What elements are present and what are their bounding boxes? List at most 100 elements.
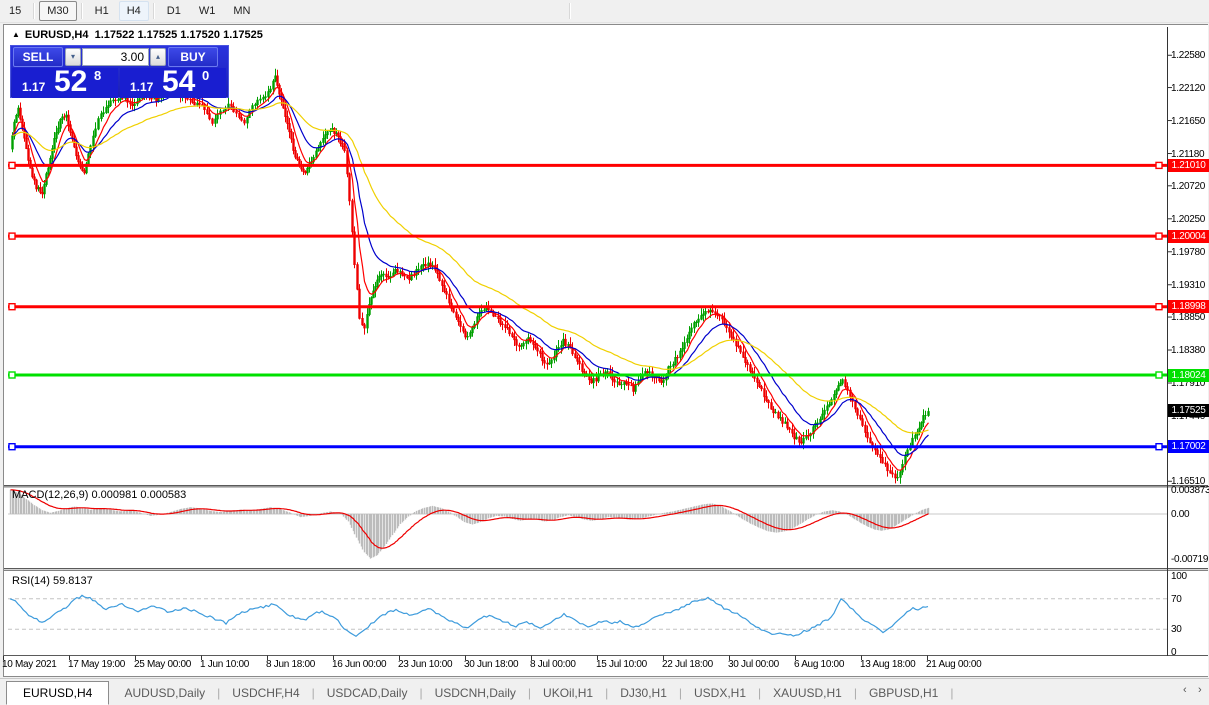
x-axis-label: 15 Jul 10:00 bbox=[596, 659, 647, 670]
chart-tab-ukoil[interactable]: UKOil,H1 bbox=[543, 685, 594, 700]
line-handle[interactable] bbox=[8, 303, 16, 311]
timeframe-button-h1[interactable]: H1 bbox=[94, 5, 109, 17]
timeframe-button-15[interactable]: 15 bbox=[9, 5, 22, 17]
tab-separator: | bbox=[950, 685, 954, 700]
tab-separator: | bbox=[217, 685, 221, 700]
chart-tab-usdchf[interactable]: USDCHF,H4 bbox=[232, 685, 300, 700]
timeframe-button-w1[interactable]: W1 bbox=[198, 5, 216, 17]
price-tick-label: 1.19310 bbox=[1171, 279, 1206, 291]
chart-tab-xauusd[interactable]: XAUUSD,H1 bbox=[773, 685, 842, 700]
price-tick-label: 1.16510 bbox=[1171, 476, 1206, 488]
x-axis-label: 13 Aug 18:00 bbox=[860, 659, 916, 670]
x-axis-label: 6 Aug 10:00 bbox=[794, 659, 845, 670]
hline-price-badge: 1.17002 bbox=[1168, 440, 1209, 454]
price-tick-label: 1.21180 bbox=[1171, 148, 1205, 160]
hline-price-badge: 1.18024 bbox=[1168, 368, 1209, 382]
line-handle[interactable] bbox=[1155, 303, 1163, 311]
price-tick-label: 1.22580 bbox=[1171, 50, 1206, 62]
candles-layer bbox=[11, 68, 930, 484]
price-tick-label: 1.18380 bbox=[1171, 345, 1206, 357]
tab-separator: | bbox=[527, 685, 532, 700]
x-axis-label: 8 Jun 18:00 bbox=[266, 659, 315, 670]
chart-tab-usdcad[interactable]: USDCAD,Daily bbox=[326, 685, 408, 700]
ma-fast-line bbox=[11, 86, 929, 471]
hline-price-badge: 1.20004 bbox=[1168, 229, 1209, 243]
current-price-badge: 1.17525 bbox=[1168, 403, 1209, 417]
timeframe-toolbar: 15 M30 H1 H4 D1 W1 MN bbox=[0, 0, 1209, 23]
rsi-axis-label: 30 bbox=[1171, 624, 1182, 636]
sell-price-big: 52 bbox=[54, 65, 88, 98]
x-axis-label: 25 May 00:00 bbox=[134, 659, 191, 670]
trade-panel-row: SELL ▾ ▴ BUY bbox=[11, 46, 228, 68]
toolbar-separator bbox=[33, 3, 36, 19]
x-axis-label: 8 Jul 00:00 bbox=[530, 659, 576, 670]
price-tick-label: 1.20250 bbox=[1171, 213, 1206, 225]
horizontal-lines-layer[interactable] bbox=[8, 161, 1167, 451]
line-handle[interactable] bbox=[8, 443, 16, 451]
macd-label: MACD(12,26,9) 0.000981 0.000583 bbox=[12, 489, 187, 501]
macd-axis-label: 0.00 bbox=[1171, 509, 1190, 520]
toolbar-separator bbox=[80, 3, 83, 19]
hline-price-badge: 1.21010 bbox=[1168, 158, 1209, 172]
x-axis-label: 23 Jun 10:00 bbox=[398, 659, 453, 670]
rsi-axis-label: 100 bbox=[1171, 571, 1187, 582]
volume-up-button[interactable]: ▴ bbox=[150, 48, 166, 66]
macd-axis-label: -0.00719 bbox=[1171, 553, 1209, 565]
chart-tab-bar: EURUSD,H4 | AUDUSD,Daily | USDCHF,H4 | USDCAD,… bbox=[0, 678, 1209, 705]
chart-tab-eurusd[interactable]: EURUSD,H4 bbox=[6, 680, 110, 705]
line-handle[interactable] bbox=[1155, 161, 1163, 170]
tab-separator: | bbox=[853, 685, 857, 700]
sell-price-sup: 8 bbox=[94, 68, 102, 83]
line-handle[interactable] bbox=[8, 161, 16, 170]
buy-price-tile[interactable]: 1.17 54 0 bbox=[120, 65, 226, 98]
chart-tab-usdcnh[interactable]: USDCNH,Daily bbox=[434, 685, 516, 700]
timeframe-button-m30[interactable]: M30 bbox=[39, 1, 77, 21]
chart-tab-dj30[interactable]: DJ30,H1 bbox=[620, 685, 667, 700]
buy-price-big: 54 bbox=[162, 65, 196, 98]
toolbar-separator bbox=[152, 3, 155, 19]
x-axis-label: 10 May 2021 bbox=[2, 659, 57, 670]
collapse-triangle-icon[interactable]: ▲ bbox=[12, 30, 20, 39]
tab-separator: | bbox=[311, 685, 315, 700]
rsi-layer bbox=[8, 594, 1167, 638]
sell-price-prefix: 1.17 bbox=[22, 80, 46, 94]
macd-layer bbox=[8, 489, 1167, 559]
sell-button[interactable]: SELL bbox=[13, 47, 63, 67]
x-axis-label: 22 Jul 18:00 bbox=[662, 659, 713, 670]
chart-tab-usdx[interactable]: USDX,H1 bbox=[694, 685, 747, 700]
x-axis-label: 21 Aug 00:00 bbox=[926, 659, 982, 670]
sell-price-tile[interactable]: 1.17 52 8 bbox=[12, 65, 118, 98]
tab-scroll-right-icon[interactable]: › bbox=[1198, 684, 1202, 696]
line-handle[interactable] bbox=[1155, 443, 1163, 451]
chart-title: ▲ EURUSD,H4 1.17522 1.17525 1.17520 1.175… bbox=[12, 29, 263, 41]
line-handle[interactable] bbox=[1155, 371, 1163, 379]
timeframe-button-mn[interactable]: MN bbox=[233, 5, 251, 17]
x-axis-label: 30 Jun 18:00 bbox=[464, 659, 519, 670]
buy-button[interactable]: BUY bbox=[168, 47, 218, 67]
line-handle[interactable] bbox=[1155, 232, 1163, 240]
tab-separator: | bbox=[605, 685, 609, 700]
chart-symbol-label: EURUSD,H4 bbox=[24, 29, 89, 41]
x-axis-label: 17 May 19:00 bbox=[68, 659, 125, 670]
tab-scroll-left-icon[interactable]: ‹ bbox=[1183, 684, 1187, 696]
timeframe-button-h4[interactable]: H4 bbox=[118, 1, 149, 21]
chart-quotes-label: 1.17522 1.17525 1.17520 1.17525 bbox=[94, 29, 263, 41]
chart-tab-gbpusd[interactable]: GBPUSD,H1 bbox=[868, 685, 939, 700]
line-handle[interactable] bbox=[8, 232, 16, 240]
timeframe-button-d1[interactable]: D1 bbox=[166, 5, 181, 17]
x-axis-label: 30 Jul 00:00 bbox=[728, 659, 779, 670]
price-tick-label: 1.20720 bbox=[1171, 180, 1206, 192]
chart-tab-audusd[interactable]: AUDUSD,Daily bbox=[124, 685, 206, 700]
ma-slow-line bbox=[12, 102, 929, 434]
tab-separator: | bbox=[758, 685, 762, 700]
line-handle[interactable] bbox=[8, 371, 16, 379]
buy-price-sup: 0 bbox=[202, 68, 210, 83]
rsi-label: RSI(14) 59.8137 bbox=[12, 575, 93, 587]
rsi-axis-label: 70 bbox=[1171, 593, 1182, 605]
buy-price-prefix: 1.17 bbox=[130, 80, 154, 94]
volume-input[interactable] bbox=[82, 48, 149, 66]
hline-price-badge: 1.18998 bbox=[1168, 300, 1209, 314]
volume-down-button[interactable]: ▾ bbox=[65, 48, 81, 66]
